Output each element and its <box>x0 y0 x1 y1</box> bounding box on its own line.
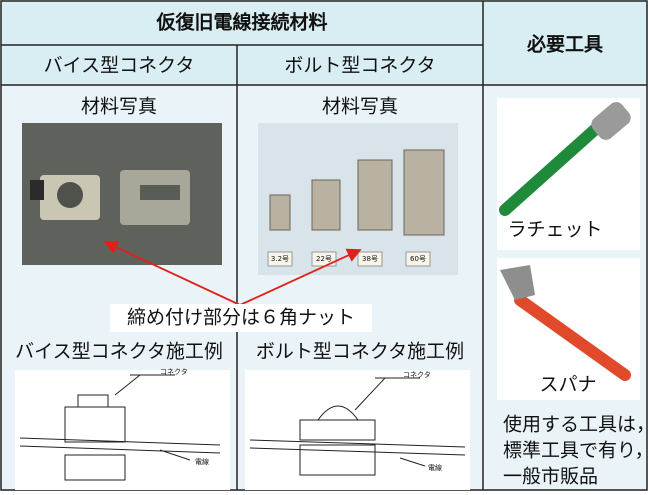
size-label: 22号 <box>316 255 332 263</box>
header-bg <box>0 0 648 85</box>
vise-diagram: コネクタ 電線 <box>15 367 230 490</box>
vise-photo <box>22 123 222 265</box>
column-name: バイス型コネクタ <box>44 55 195 77</box>
size-label: 3.2号 <box>271 255 289 263</box>
size-label: 60号 <box>410 255 426 263</box>
tools-title: 必要工具 <box>526 33 603 56</box>
diagram-label: 電線 <box>428 463 442 472</box>
ratchet-image <box>497 98 640 250</box>
photo-caption: 材料写真 <box>81 96 157 118</box>
diagram-label: 電線 <box>195 457 209 466</box>
tools-note: 一般市販品 <box>503 466 598 488</box>
tool-label: スパナ <box>539 374 596 396</box>
arrows <box>103 240 362 306</box>
tools-note: 標準工具で有り， <box>503 440 648 462</box>
tools-note: 使用する工具は， <box>503 414 648 436</box>
bolt-photo: 3.2号 22号 38号 60号 <box>258 123 458 275</box>
example-title: ボルト型コネクタ施工例 <box>256 341 464 363</box>
column-name: ボルト型コネクタ <box>284 55 435 77</box>
diagram-label: コネクタ <box>160 367 188 376</box>
example-title: バイス型コネクタ施工例 <box>15 341 223 363</box>
photo-caption: 材料写真 <box>322 96 398 118</box>
header-title: 仮復旧電線接続材料 <box>155 11 327 34</box>
callout-box <box>110 304 372 332</box>
bolt-diagram: コネクタ 電線 <box>245 370 470 490</box>
callout: 締め付け部分は６角ナット <box>127 307 355 329</box>
tool-label: ラチェット <box>507 219 602 241</box>
size-label: 38号 <box>362 255 378 263</box>
diagram-label: コネクタ <box>403 370 431 379</box>
wrench-image <box>497 258 640 400</box>
